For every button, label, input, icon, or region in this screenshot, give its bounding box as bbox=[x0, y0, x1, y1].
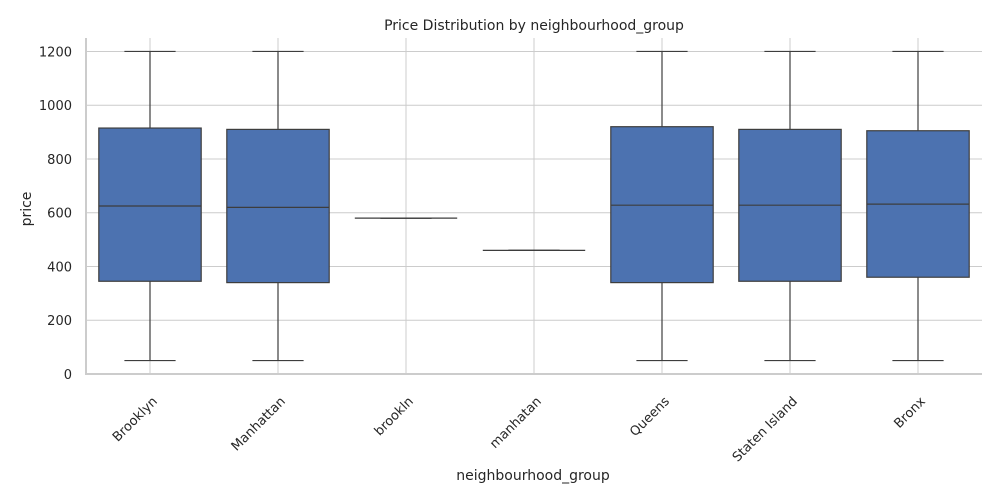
x-axis-label: neighbourhood_group bbox=[456, 468, 610, 484]
x-tick-label: manhatan bbox=[487, 394, 545, 452]
y-axis-label: price bbox=[19, 192, 35, 227]
x-tick-label: Brooklyn bbox=[110, 394, 161, 445]
box-staten-island bbox=[738, 50, 842, 362]
box-queens bbox=[610, 50, 714, 362]
iqr-box bbox=[226, 128, 330, 284]
y-tick-label: 400 bbox=[47, 260, 72, 275]
x-tick-label: Bronx bbox=[891, 394, 929, 432]
y-tick-label: 1000 bbox=[39, 99, 72, 114]
iqr-box bbox=[98, 127, 202, 282]
y-tick-label: 800 bbox=[47, 153, 72, 168]
x-tick-label: brookln bbox=[372, 394, 417, 439]
y-tick-label: 0 bbox=[64, 368, 72, 383]
x-tick-labels: Brooklyn Manhattan brookln manhatan Queens St… bbox=[110, 394, 929, 465]
box-brooklyn bbox=[98, 50, 202, 362]
y-tick-label: 1200 bbox=[39, 45, 72, 60]
box-bronx bbox=[866, 50, 970, 362]
y-tick-label: 600 bbox=[47, 207, 72, 222]
box-layer bbox=[98, 50, 970, 362]
x-tick-label: Staten Island bbox=[730, 394, 801, 465]
box-manhattan bbox=[226, 50, 330, 362]
y-tick-labels: 0 200 400 600 800 1000 1200 bbox=[39, 45, 72, 383]
grid-layer bbox=[86, 38, 982, 375]
axes-spine bbox=[85, 38, 982, 375]
x-tick-label: Queens bbox=[627, 394, 673, 440]
y-tick-label: 200 bbox=[47, 314, 72, 329]
x-tick-label: Manhattan bbox=[229, 394, 289, 454]
chart-title: Price Distribution by neighbourhood_grou… bbox=[384, 18, 684, 34]
